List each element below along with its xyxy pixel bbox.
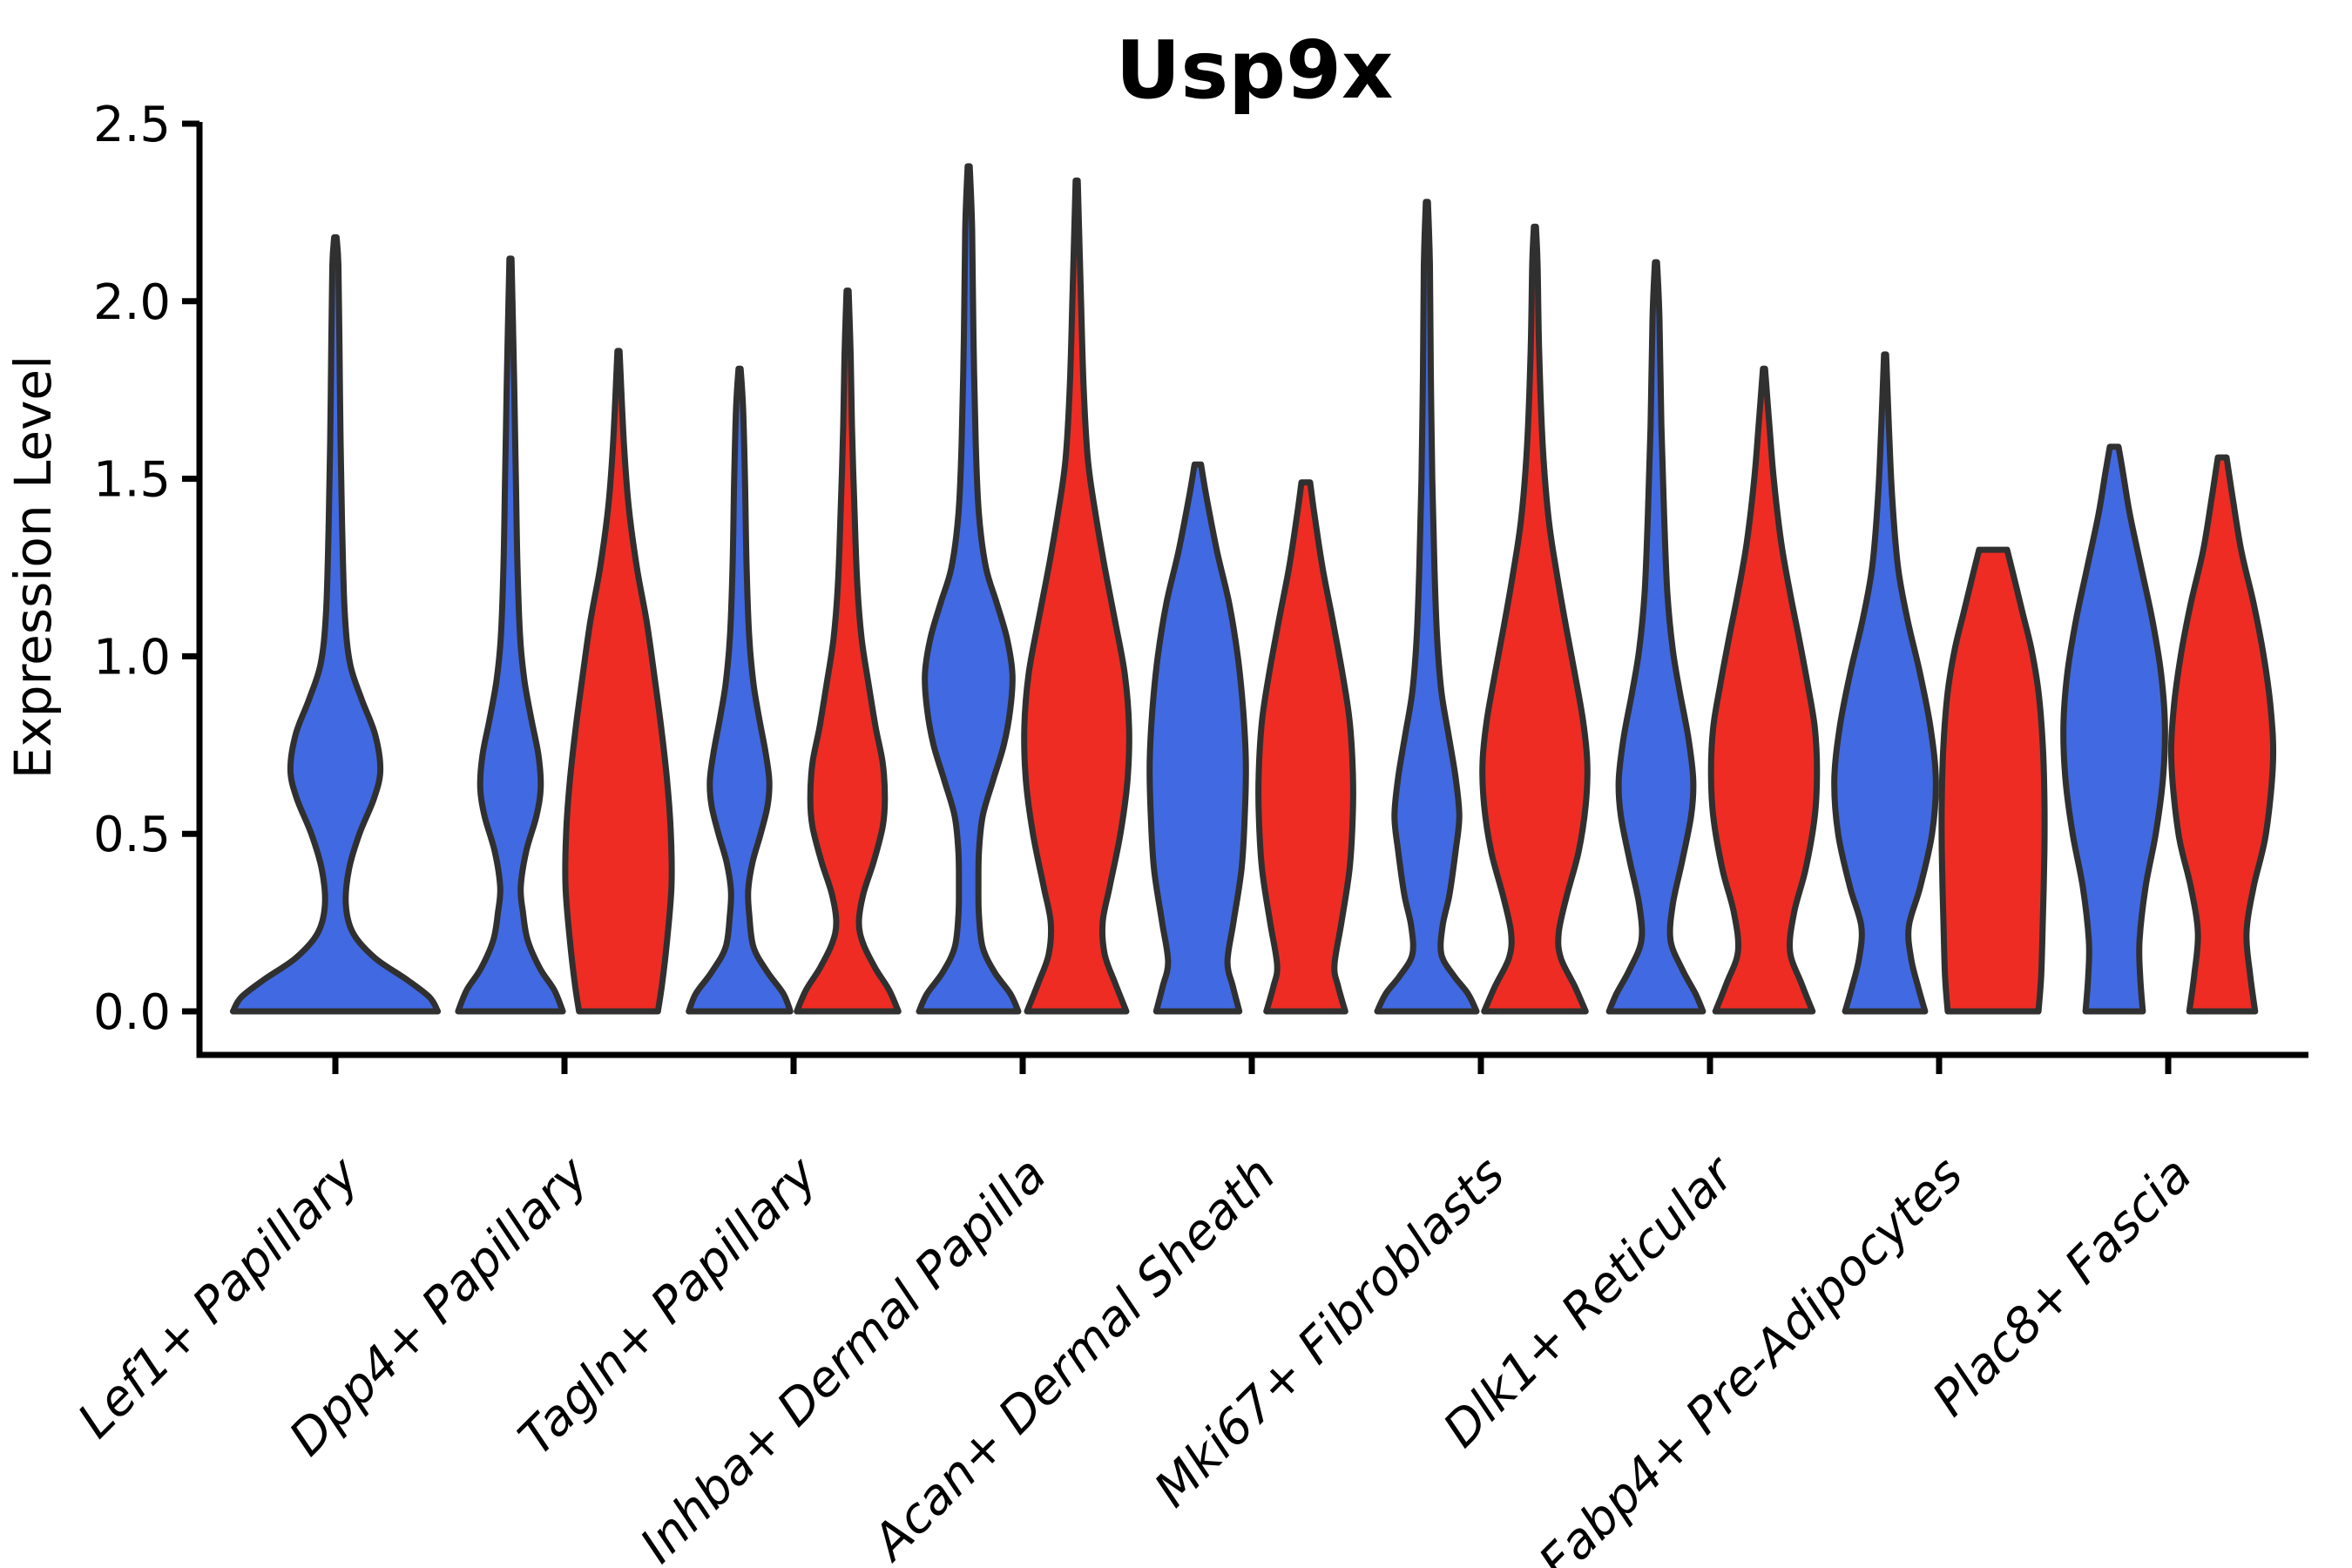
- violin-blue-4: [1146, 461, 1249, 1015]
- axes: [182, 120, 2308, 1074]
- violin-blue-2: [686, 365, 794, 1015]
- violin-shapes: [229, 163, 2277, 1015]
- violin-red-7: [1938, 546, 2048, 1015]
- violin-red-5: [1479, 223, 1591, 1015]
- y-axis-label: Expression Level: [3, 355, 63, 779]
- violin-red-3: [1021, 177, 1132, 1015]
- violin-red-8: [2167, 454, 2277, 1015]
- violin-blue-0: [229, 233, 442, 1015]
- x-tick-label-4: Acan+ Dermal Sheath: [861, 1146, 1287, 1568]
- x-tick-label-3: Inhba+ Dermal Papilla: [630, 1146, 1058, 1568]
- y-tick-labels: 0.0 0.5 1.0 1.5 2.0 2.5: [93, 97, 171, 1041]
- violin-red-1: [562, 348, 675, 1015]
- violin-red-4: [1255, 479, 1356, 1015]
- violin-blue-6: [1605, 259, 1707, 1015]
- violin-blue-1: [455, 255, 566, 1015]
- x-tick-label-7: Fabp4+ Pre-Adipocytes: [1529, 1146, 1974, 1568]
- y-tick-label-1: 0.5: [93, 807, 171, 863]
- violin-blue-3: [916, 163, 1022, 1015]
- violin-blue-7: [1831, 351, 1939, 1015]
- y-tick-label-5: 2.5: [93, 97, 171, 153]
- violin-red-2: [794, 287, 902, 1015]
- violin-blue-5: [1374, 199, 1480, 1015]
- y-tick-label-3: 1.5: [93, 452, 171, 509]
- y-tick-label-4: 2.0: [93, 274, 171, 331]
- y-tick-label-2: 1.0: [93, 629, 171, 686]
- chart-title: Usp9x: [1116, 24, 1394, 117]
- y-tick-label-0: 0.0: [93, 984, 171, 1041]
- violin-blue-8: [2060, 443, 2168, 1015]
- violin-red-6: [1707, 365, 1821, 1015]
